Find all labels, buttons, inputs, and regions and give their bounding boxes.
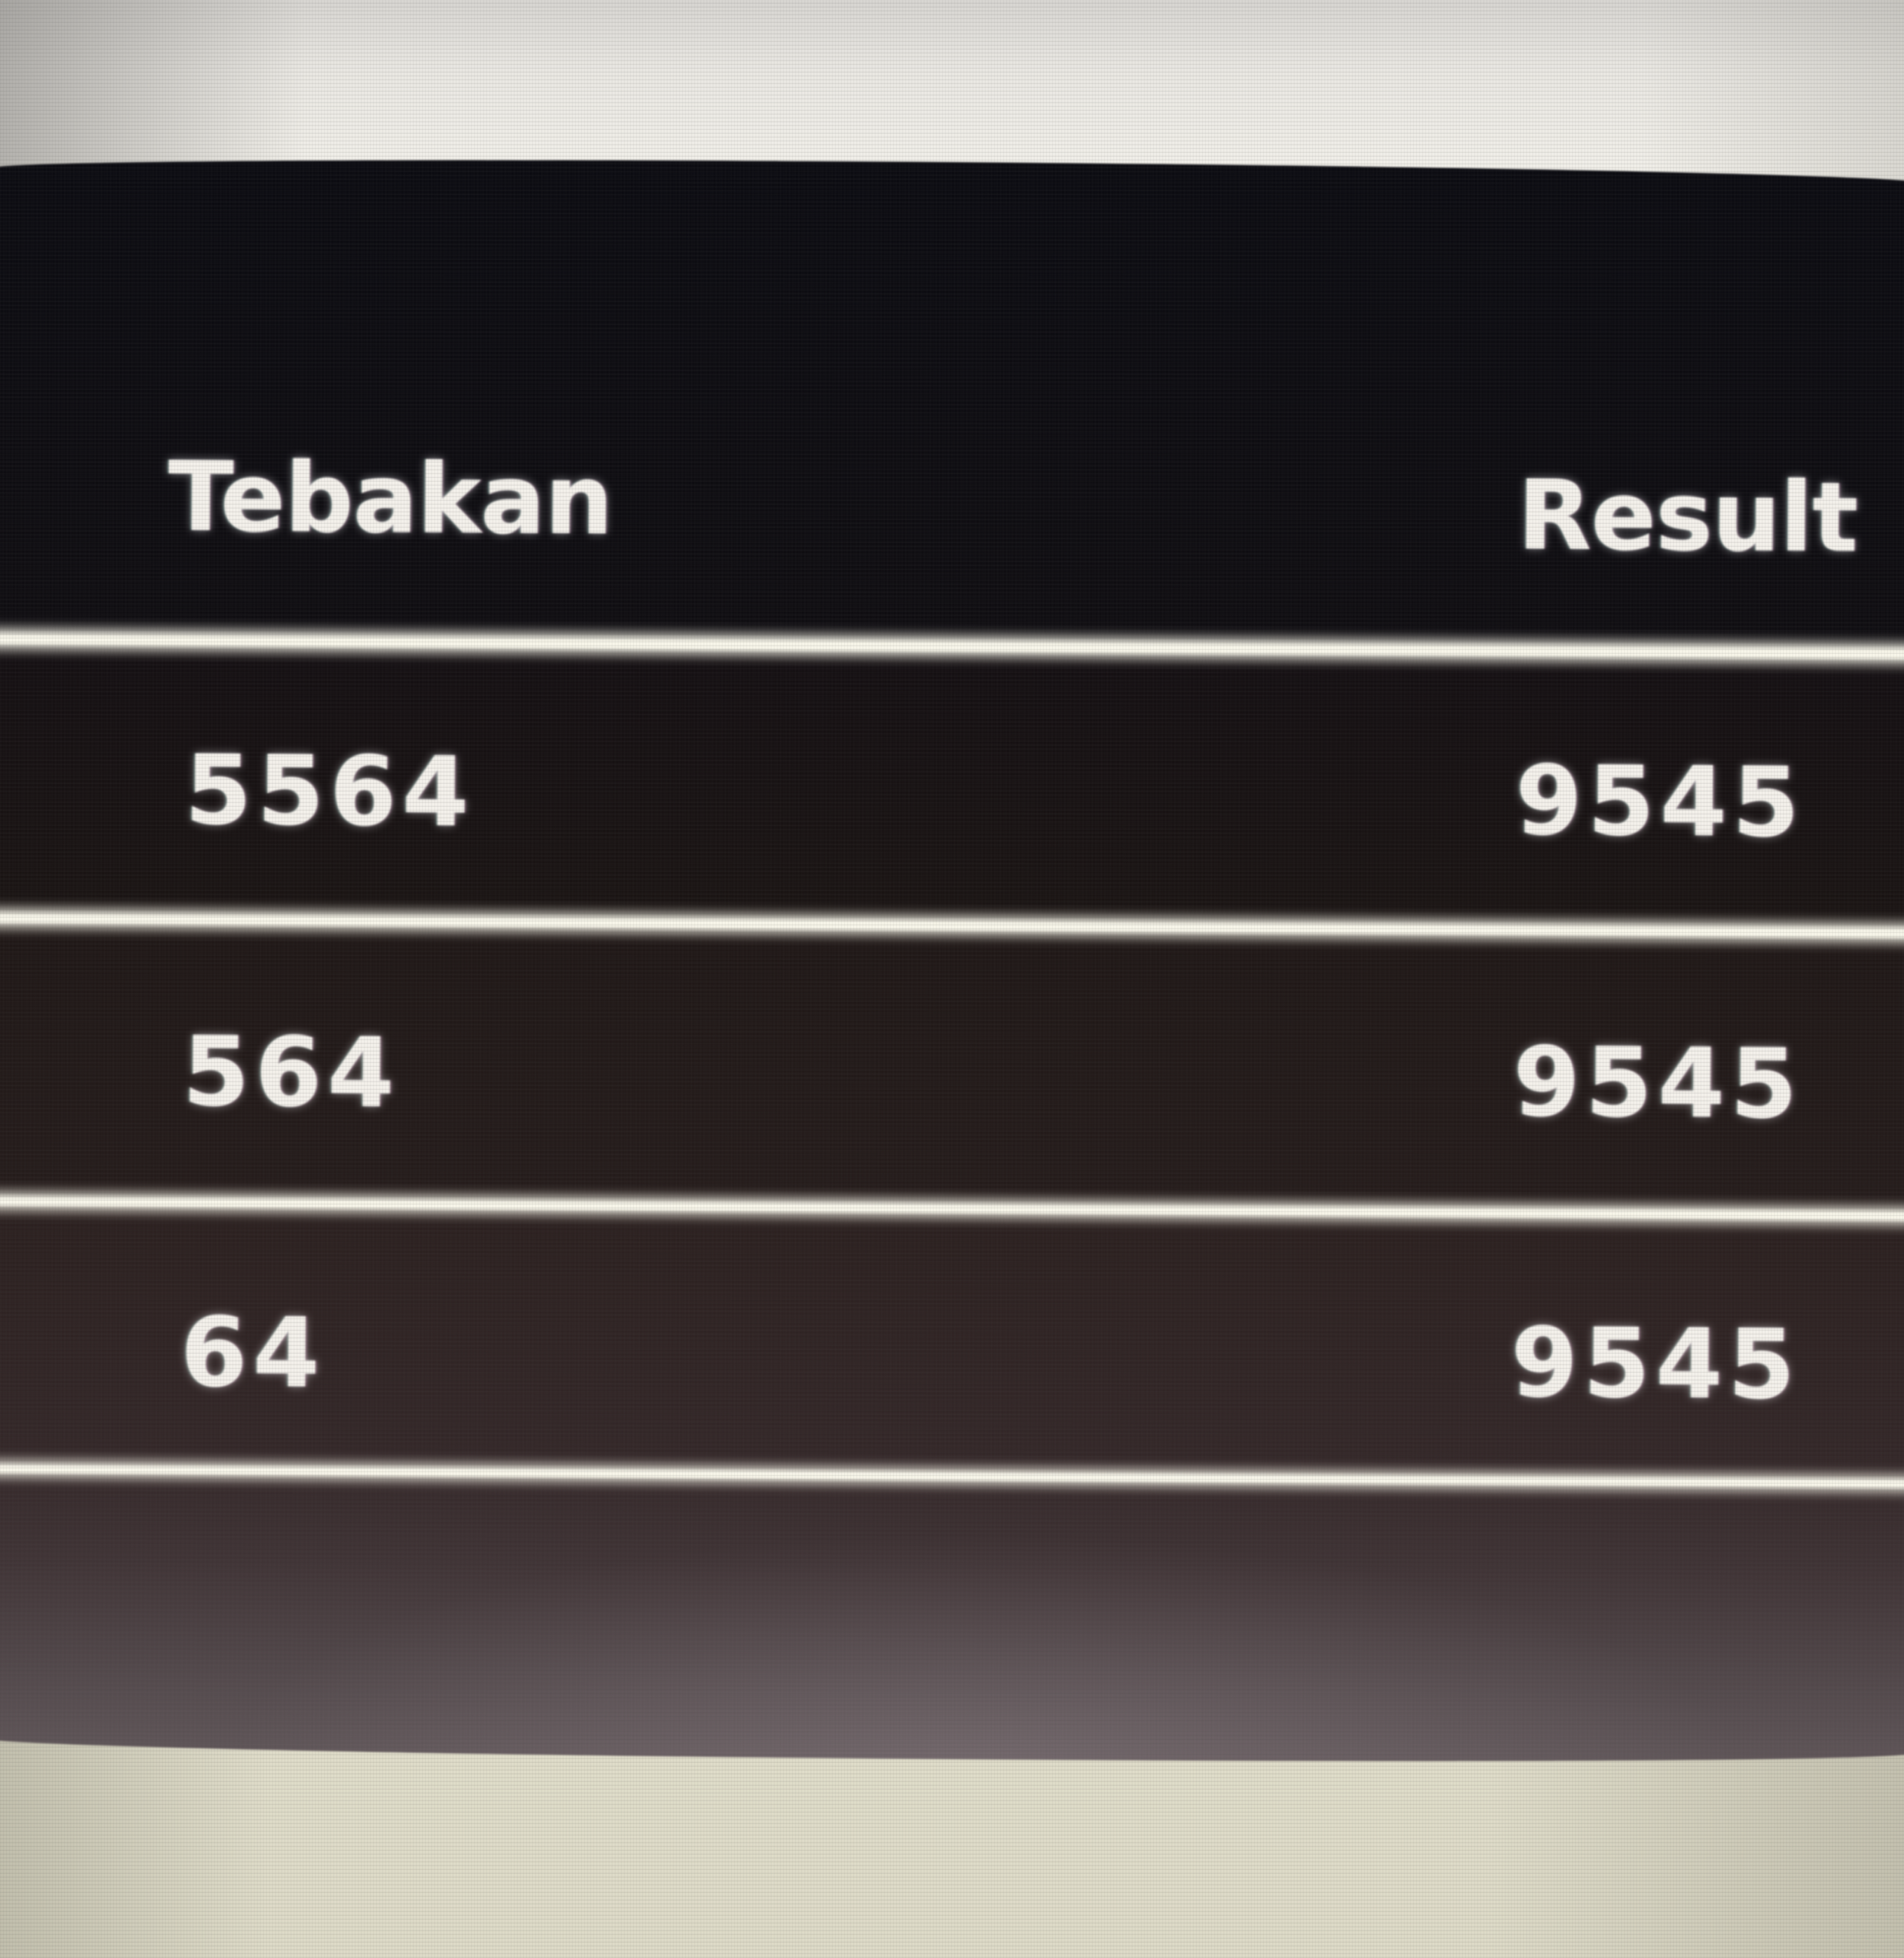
row-divider <box>0 629 1904 663</box>
result-value: 9545 <box>1515 743 1805 859</box>
guess-value: 5564 <box>184 733 475 849</box>
result-value: 9545 <box>1512 1025 1804 1140</box>
column-header-result: Result <box>1517 458 1858 574</box>
results-table-panel: Tebakan Result 5564 9545 564 9545 64 954… <box>0 154 1904 1767</box>
guess-value: 564 <box>182 1015 401 1130</box>
row-divider <box>0 1193 1904 1224</box>
row-divider <box>0 909 1904 942</box>
column-header-tebakan: Tebakan <box>167 440 613 557</box>
result-value: 9545 <box>1510 1306 1802 1421</box>
guess-value: 64 <box>180 1296 326 1410</box>
row-divider <box>0 1461 1904 1491</box>
